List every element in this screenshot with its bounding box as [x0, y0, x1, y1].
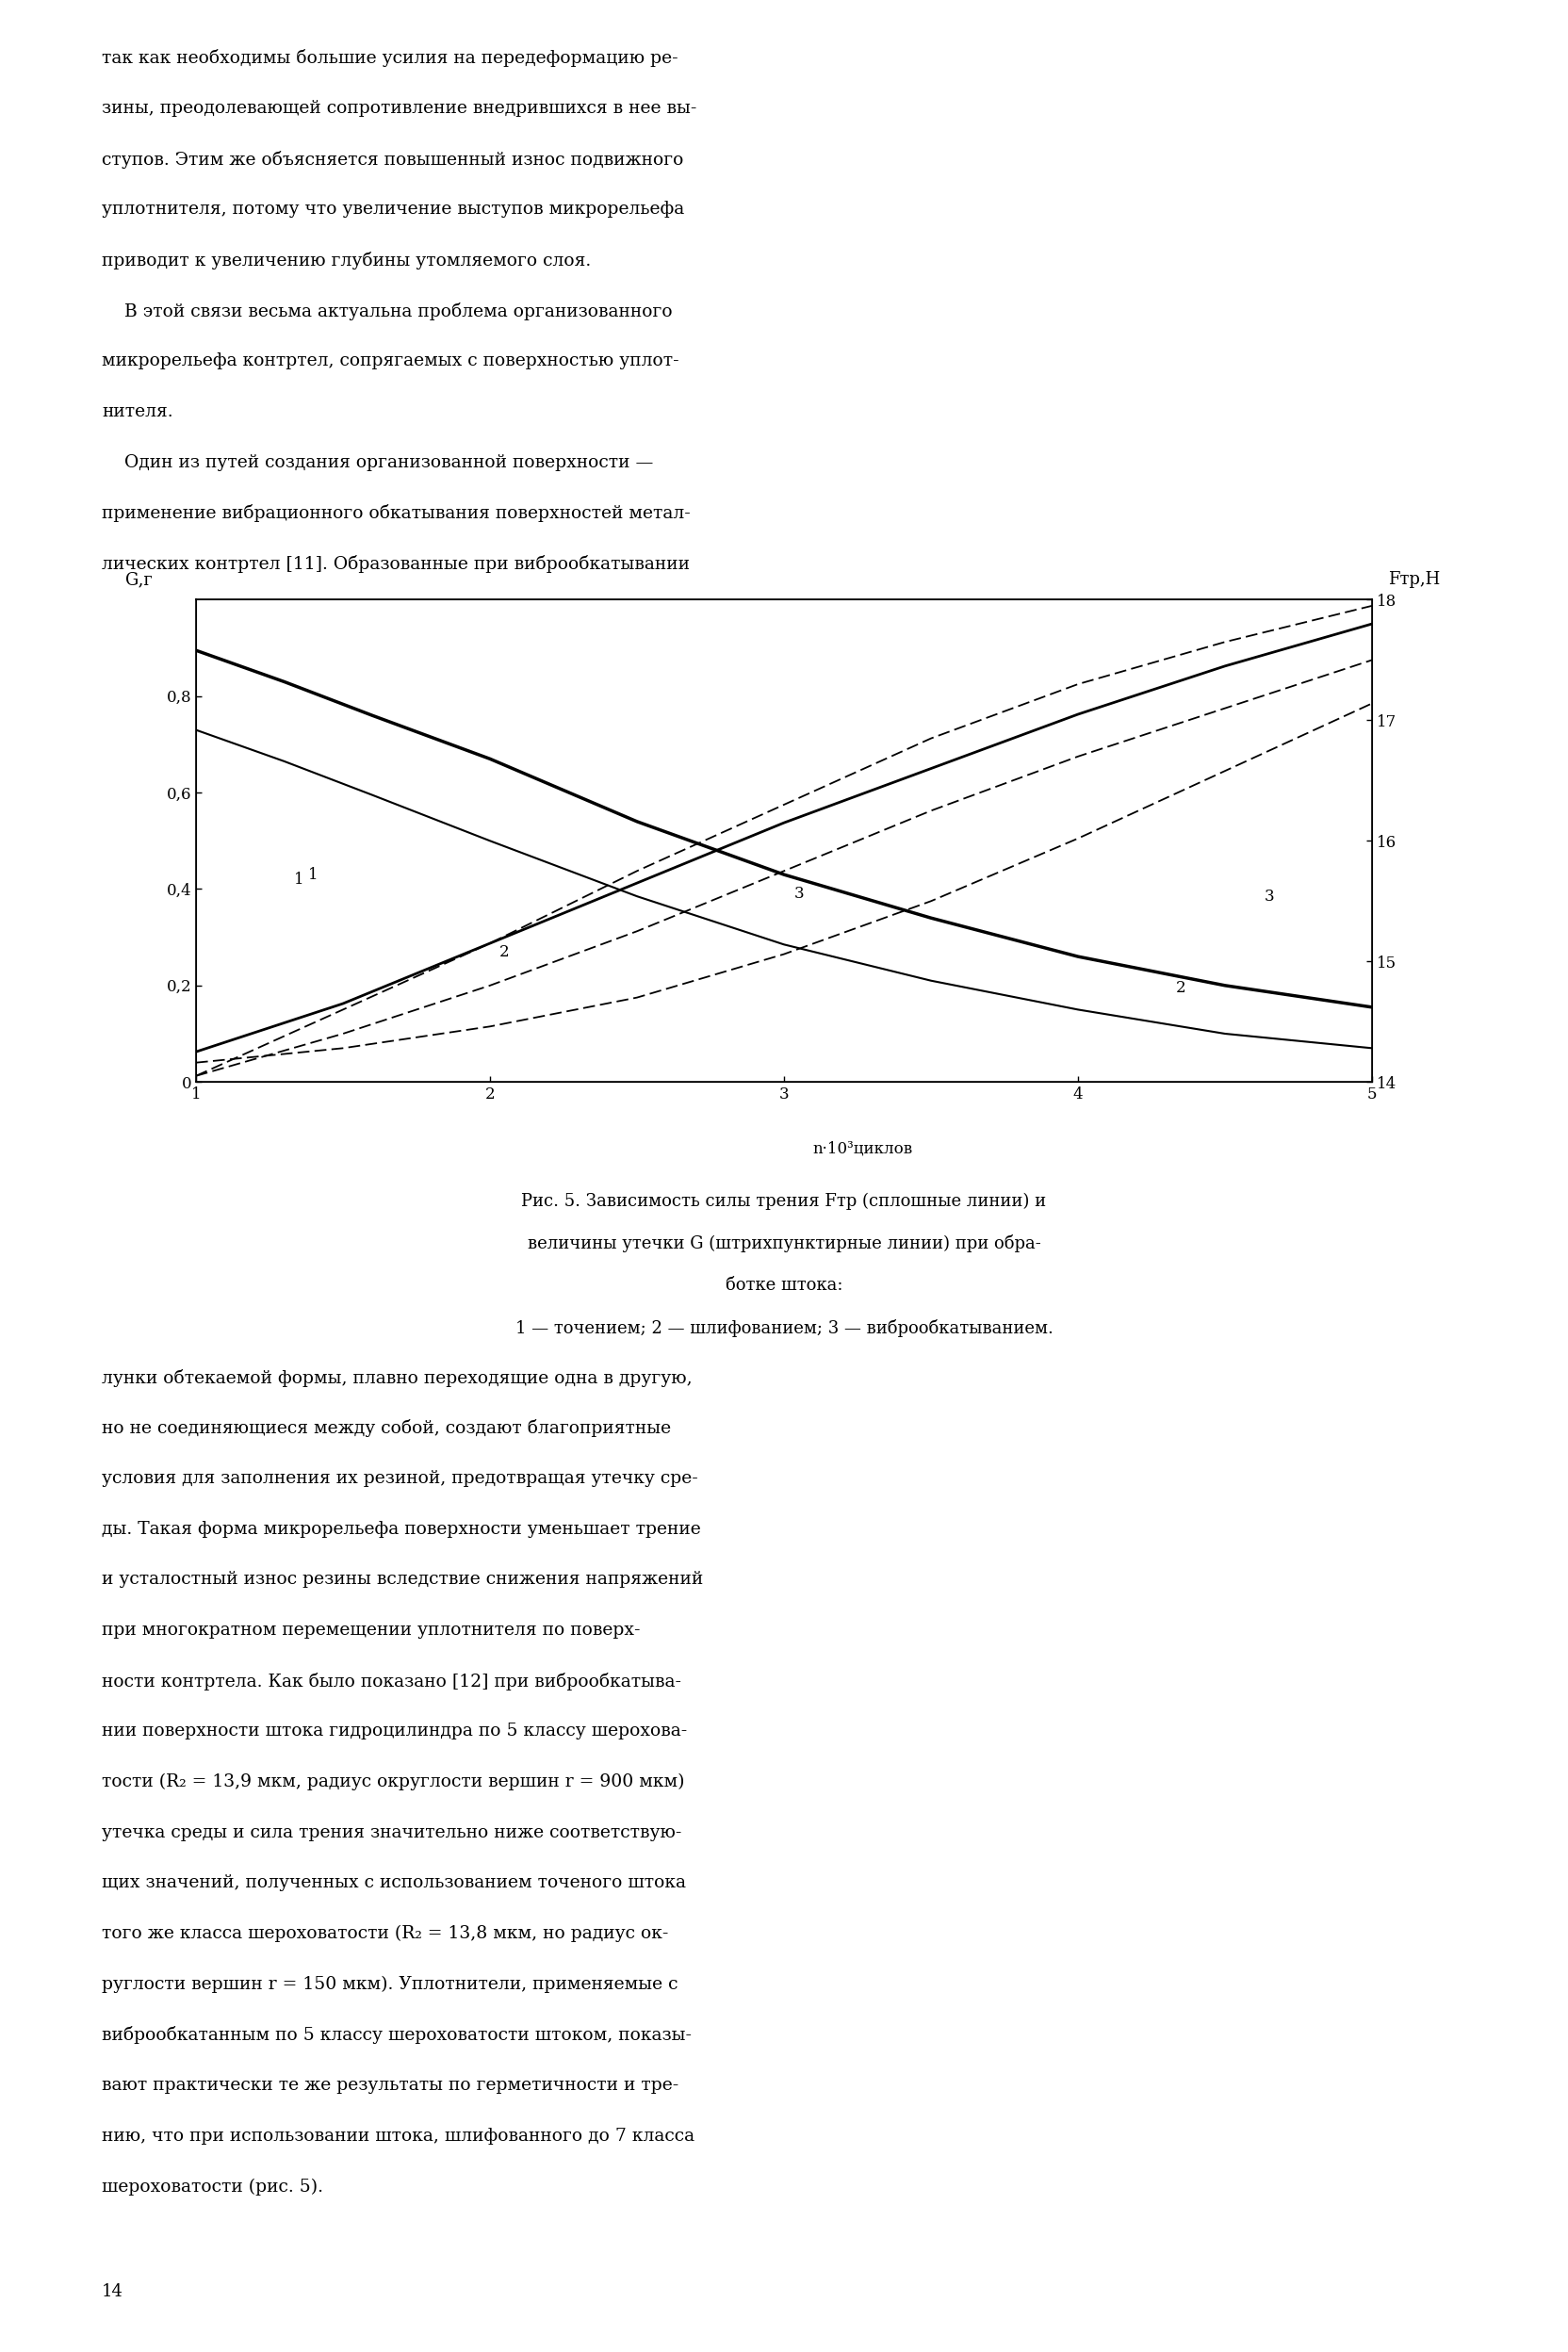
- Text: но не соединяющиеся между собой, создают благоприятные: но не соединяющиеся между собой, создают…: [102, 1418, 671, 1437]
- Text: 14: 14: [102, 2284, 124, 2300]
- Text: нию, что при использовании штока, шлифованного до 7 класса: нию, что при использовании штока, шлифов…: [102, 2126, 695, 2145]
- Text: виброобкатанным по 5 классу шероховатости штоком, показы-: виброобкатанным по 5 классу шероховатост…: [102, 2025, 691, 2044]
- Text: ступов. Этим же объясняется повышенный износ подвижного: ступов. Этим же объясняется повышенный и…: [102, 151, 684, 169]
- Text: утечка среды и сила трения значительно ниже соответствую-: утечка среды и сила трения значительно н…: [102, 1825, 682, 1842]
- Text: величины утечки G (штрихпунктирные линии) при обра-: величины утечки G (штрихпунктирные линии…: [527, 1235, 1041, 1254]
- Text: и усталостный износ резины вследствие снижения напряжений: и усталостный износ резины вследствие сн…: [102, 1571, 704, 1588]
- Text: ботке штока:: ботке штока:: [726, 1277, 842, 1294]
- Text: n·10³циклов: n·10³циклов: [812, 1141, 913, 1157]
- Text: уплотнителя, потому что увеличение выступов микрорельефа: уплотнителя, потому что увеличение высту…: [102, 202, 685, 219]
- Text: ности контртела. Как было показано [12] при виброобкатыва-: ности контртела. Как было показано [12] …: [102, 1672, 682, 1691]
- Text: Один из путей создания организованной поверхности —: Один из путей создания организованной по…: [102, 454, 654, 470]
- Text: нителя.: нителя.: [102, 405, 172, 421]
- Text: Рис. 5. Зависимость силы трения Fтр (сплошные линии) и: Рис. 5. Зависимость силы трения Fтр (спл…: [522, 1192, 1046, 1209]
- Text: лунки обтекаемой формы, плавно переходящие одна в другую,: лунки обтекаемой формы, плавно переходящ…: [102, 1369, 693, 1388]
- Text: нии поверхности штока гидроцилиндра по 5 классу шерохова-: нии поверхности штока гидроцилиндра по 5…: [102, 1722, 687, 1740]
- Text: зины, преодолевающей сопротивление внедрившихся в нее вы-: зины, преодолевающей сопротивление внедр…: [102, 99, 696, 118]
- Text: 1: 1: [293, 870, 304, 887]
- Text: 1 — точением; 2 — шлифованием; 3 — виброобкатыванием.: 1 — точением; 2 — шлифованием; 3 — вибро…: [514, 1319, 1054, 1338]
- Text: 3: 3: [1264, 889, 1275, 903]
- Text: того же класса шероховатости (R₂ = 13,8 мкм, но радиус ок-: того же класса шероховатости (R₂ = 13,8 …: [102, 1924, 668, 1943]
- Text: микрорельефа контртел, сопрягаемых с поверхностью уплот-: микрорельефа контртел, сопрягаемых с пов…: [102, 353, 679, 369]
- Text: щих значений, полученных с использованием точеного штока: щих значений, полученных с использование…: [102, 1875, 687, 1891]
- Text: шероховатости (рис. 5).: шероховатости (рис. 5).: [102, 2178, 323, 2194]
- Text: G,г: G,г: [125, 572, 152, 588]
- Text: условия для заполнения их резиной, предотвращая утечку сре-: условия для заполнения их резиной, предо…: [102, 1470, 698, 1486]
- Text: В этой связи весьма актуальна проблема организованного: В этой связи весьма актуальна проблема о…: [102, 303, 673, 320]
- Text: 1: 1: [307, 866, 318, 882]
- Text: вают практически те же результаты по герметичности и тре-: вают практически те же результаты по гер…: [102, 2077, 679, 2093]
- Text: 2: 2: [500, 943, 510, 960]
- Text: руглости вершин r = 150 мкм). Уплотнители, применяемые с: руглости вершин r = 150 мкм). Уплотнител…: [102, 1976, 677, 1992]
- Text: приводит к увеличению глубины утомляемого слоя.: приводит к увеличению глубины утомляемог…: [102, 252, 591, 270]
- Text: Fтр,Н: Fтр,Н: [1388, 572, 1439, 588]
- Text: так как необходимы большие усилия на передеформацию ре-: так как необходимы большие усилия на пер…: [102, 49, 679, 68]
- Text: тости (R₂ = 13,9 мкм, радиус округлости вершин r = 900 мкм): тости (R₂ = 13,9 мкм, радиус округлости …: [102, 1773, 685, 1790]
- Text: 2: 2: [1176, 981, 1185, 995]
- Text: лических контртел [11]. Образованные при виброобкатывании: лических контртел [11]. Образованные при…: [102, 555, 690, 574]
- Text: 3: 3: [793, 887, 804, 901]
- Text: ды. Такая форма микрорельефа поверхности уменьшает трение: ды. Такая форма микрорельефа поверхности…: [102, 1519, 701, 1538]
- Text: применение вибрационного обкатывания поверхностей метал-: применение вибрационного обкатывания пов…: [102, 506, 690, 522]
- Text: при многократном перемещении уплотнителя по поверх-: при многократном перемещении уплотнителя…: [102, 1623, 640, 1639]
